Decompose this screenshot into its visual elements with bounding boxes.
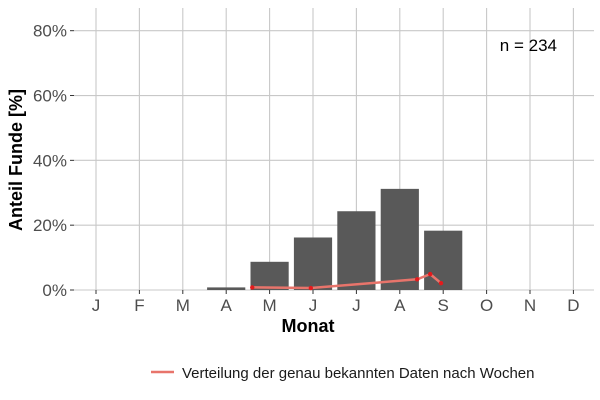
x-tick-label: M [176, 296, 190, 315]
y-tick-label: 20% [33, 216, 67, 235]
bar [250, 261, 289, 290]
y-tick-label: 40% [33, 151, 67, 170]
y-tick-label: 0% [42, 281, 67, 300]
bars [207, 188, 463, 290]
y-tick-label: 80% [33, 22, 67, 41]
legend-label: Verteilung der genau bekannten Daten nac… [182, 365, 535, 382]
x-tick-label: S [438, 296, 449, 315]
x-tick-label: J [352, 296, 361, 315]
x-tick-label: N [524, 296, 536, 315]
x-tick-label: F [134, 296, 144, 315]
y-tick-label: 60% [33, 87, 67, 106]
x-tick-label: A [221, 296, 233, 315]
x-tick-label: D [567, 296, 579, 315]
bar [424, 230, 463, 290]
line-point [414, 277, 420, 282]
x-tick-label: J [92, 296, 101, 315]
line-point [250, 285, 255, 290]
line-point [438, 280, 444, 286]
legend: Verteilung der genau bekannten Daten nac… [151, 365, 535, 382]
x-tick-label: M [263, 296, 277, 315]
bar [337, 211, 376, 290]
week-distribution-line [250, 271, 444, 291]
x-tick-label: J [309, 296, 318, 315]
x-axis-title: Monat [282, 316, 335, 336]
sample-size-annotation: n = 234 [500, 36, 557, 55]
x-tick-label: A [394, 296, 406, 315]
bar [207, 287, 246, 290]
y-axis-title: Anteil Funde [%] [6, 89, 26, 231]
bar [293, 237, 333, 290]
line-point [308, 285, 314, 291]
bar [380, 188, 419, 290]
line-point [427, 271, 433, 277]
x-tick-label: O [480, 296, 493, 315]
y-axis-ticks: 0% 20% 40% 60% 80% [33, 22, 74, 300]
